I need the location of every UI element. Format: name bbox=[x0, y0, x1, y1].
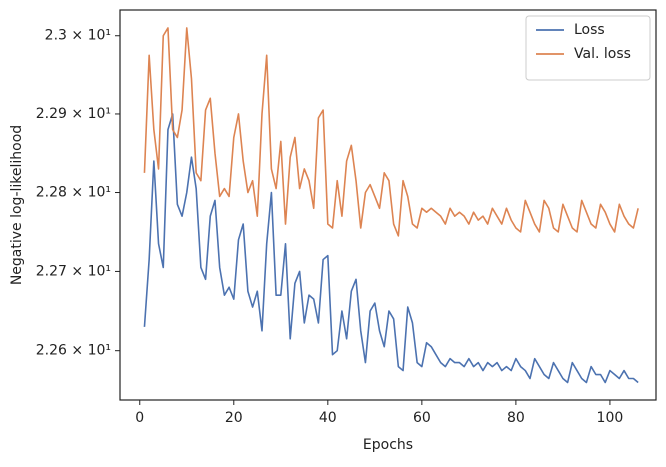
y-axis-label: Negative log-likelihood bbox=[9, 125, 25, 285]
x-axis-label: Epochs bbox=[363, 437, 413, 453]
x-tick-label: 20 bbox=[225, 410, 243, 426]
y-tick-label: 2.26 × 10¹ bbox=[36, 343, 111, 359]
x-tick-label: 0 bbox=[135, 410, 144, 426]
plot-frame bbox=[119, 9, 657, 401]
y-tick-label: 2.3 × 10¹ bbox=[45, 28, 111, 44]
legend-label: Val. loss bbox=[574, 46, 631, 62]
legend-box bbox=[525, 15, 651, 81]
y-tick-label: 2.28 × 10¹ bbox=[36, 185, 111, 201]
x-tick-label: 60 bbox=[413, 410, 431, 426]
x-tick-label: 40 bbox=[319, 410, 337, 426]
line-series bbox=[143, 27, 639, 237]
y-tick-label: 2.27 × 10¹ bbox=[36, 263, 111, 279]
x-tick-label: 80 bbox=[507, 410, 525, 426]
legend-label: Loss bbox=[574, 22, 605, 38]
line-series bbox=[143, 113, 639, 384]
x-tick-label: 100 bbox=[597, 410, 624, 426]
y-tick-label: 2.29 × 10¹ bbox=[36, 106, 111, 122]
